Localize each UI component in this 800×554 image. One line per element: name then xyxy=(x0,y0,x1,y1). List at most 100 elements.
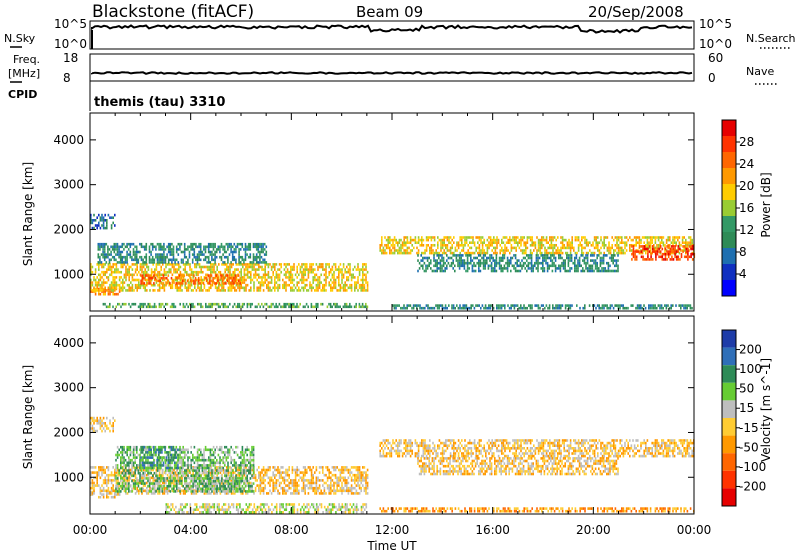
data-cell xyxy=(597,236,599,239)
data-cell xyxy=(123,476,126,480)
data-cell xyxy=(154,268,156,271)
data-cell xyxy=(219,250,221,254)
data-cell xyxy=(645,244,647,247)
data-cell xyxy=(251,476,254,480)
data-cell xyxy=(176,473,178,477)
data-cell xyxy=(467,251,469,255)
data-cell xyxy=(590,264,592,268)
data-cell xyxy=(505,267,507,270)
data-cell xyxy=(478,259,480,262)
data-cell xyxy=(107,286,110,290)
data-cell xyxy=(230,248,232,251)
data-cell xyxy=(231,253,234,256)
data-cell xyxy=(121,242,124,246)
data-cell xyxy=(677,247,680,251)
data-cell xyxy=(344,481,346,485)
data-cell xyxy=(685,247,688,251)
data-cell xyxy=(674,252,676,256)
data-cell xyxy=(290,270,292,274)
data-cell xyxy=(310,471,313,474)
data-cell xyxy=(500,267,502,270)
data-cell xyxy=(173,265,175,269)
data-cell xyxy=(570,256,573,260)
data-cell xyxy=(260,248,263,251)
data-cell xyxy=(363,289,366,292)
data-cell xyxy=(438,251,441,255)
data-cell xyxy=(220,274,222,277)
data-cell xyxy=(526,259,528,262)
data-cell xyxy=(161,258,164,262)
data-cell xyxy=(677,255,680,259)
data-cell xyxy=(358,286,361,290)
data-cell xyxy=(260,242,263,246)
data-cell xyxy=(207,242,210,246)
data-cell xyxy=(293,486,295,490)
data-cell xyxy=(255,261,258,264)
data-cell xyxy=(633,236,636,239)
data-cell xyxy=(609,256,611,260)
data-cell xyxy=(204,276,206,280)
data-cell xyxy=(338,273,340,277)
data-cell xyxy=(312,278,314,282)
data-cell xyxy=(510,269,512,273)
data-cell xyxy=(94,289,97,292)
data-cell xyxy=(462,236,465,239)
data-cell xyxy=(317,486,319,490)
data-cell xyxy=(234,279,237,283)
data-cell xyxy=(205,265,207,269)
data-cell xyxy=(325,265,327,269)
data-cell xyxy=(622,249,625,252)
data-cell xyxy=(102,292,105,296)
data-cell xyxy=(265,302,268,306)
data-cell xyxy=(360,268,362,271)
data-cell xyxy=(166,270,169,274)
data-cell xyxy=(481,241,484,244)
data-cell xyxy=(188,250,191,254)
data-cell xyxy=(155,265,158,269)
data-cell xyxy=(91,481,94,485)
data-cell xyxy=(181,282,184,285)
data-cell xyxy=(90,471,92,474)
data-cell xyxy=(99,273,102,277)
data-cell xyxy=(239,242,242,246)
data-cell xyxy=(325,268,327,271)
data-cell xyxy=(474,269,477,273)
data-cell xyxy=(170,263,172,266)
data-cell xyxy=(346,484,348,487)
data-cell xyxy=(112,466,114,469)
data-cell xyxy=(604,304,607,307)
data-cell xyxy=(529,236,532,239)
data-cell xyxy=(266,286,268,290)
data-cell xyxy=(470,306,472,310)
data-cell xyxy=(118,245,120,249)
data-cell xyxy=(251,263,254,266)
data-cell xyxy=(195,492,198,495)
data-cell xyxy=(234,274,237,277)
data-cell xyxy=(325,263,327,266)
data-cell xyxy=(659,245,662,248)
data-cell xyxy=(661,247,664,251)
data-cell xyxy=(182,258,184,262)
data-cell xyxy=(293,305,295,309)
data-cell xyxy=(278,468,281,472)
data-cell xyxy=(190,270,193,274)
data-cell xyxy=(396,304,399,307)
data-cell xyxy=(529,256,531,260)
data-cell xyxy=(440,249,442,252)
data-cell xyxy=(99,476,102,480)
data-cell xyxy=(133,486,135,490)
data-cell xyxy=(350,489,353,493)
data-cell xyxy=(317,489,319,493)
data-cell xyxy=(103,258,106,262)
data-cell xyxy=(518,241,521,244)
data-cell xyxy=(213,276,216,280)
data-cell xyxy=(171,489,174,493)
data-cell xyxy=(107,292,110,296)
data-cell xyxy=(586,261,589,265)
data-cell xyxy=(106,484,108,487)
data-cell xyxy=(499,244,501,247)
data-cell xyxy=(671,255,673,259)
data-cell xyxy=(309,481,311,485)
data-cell xyxy=(552,238,554,242)
data-cell xyxy=(310,263,313,266)
